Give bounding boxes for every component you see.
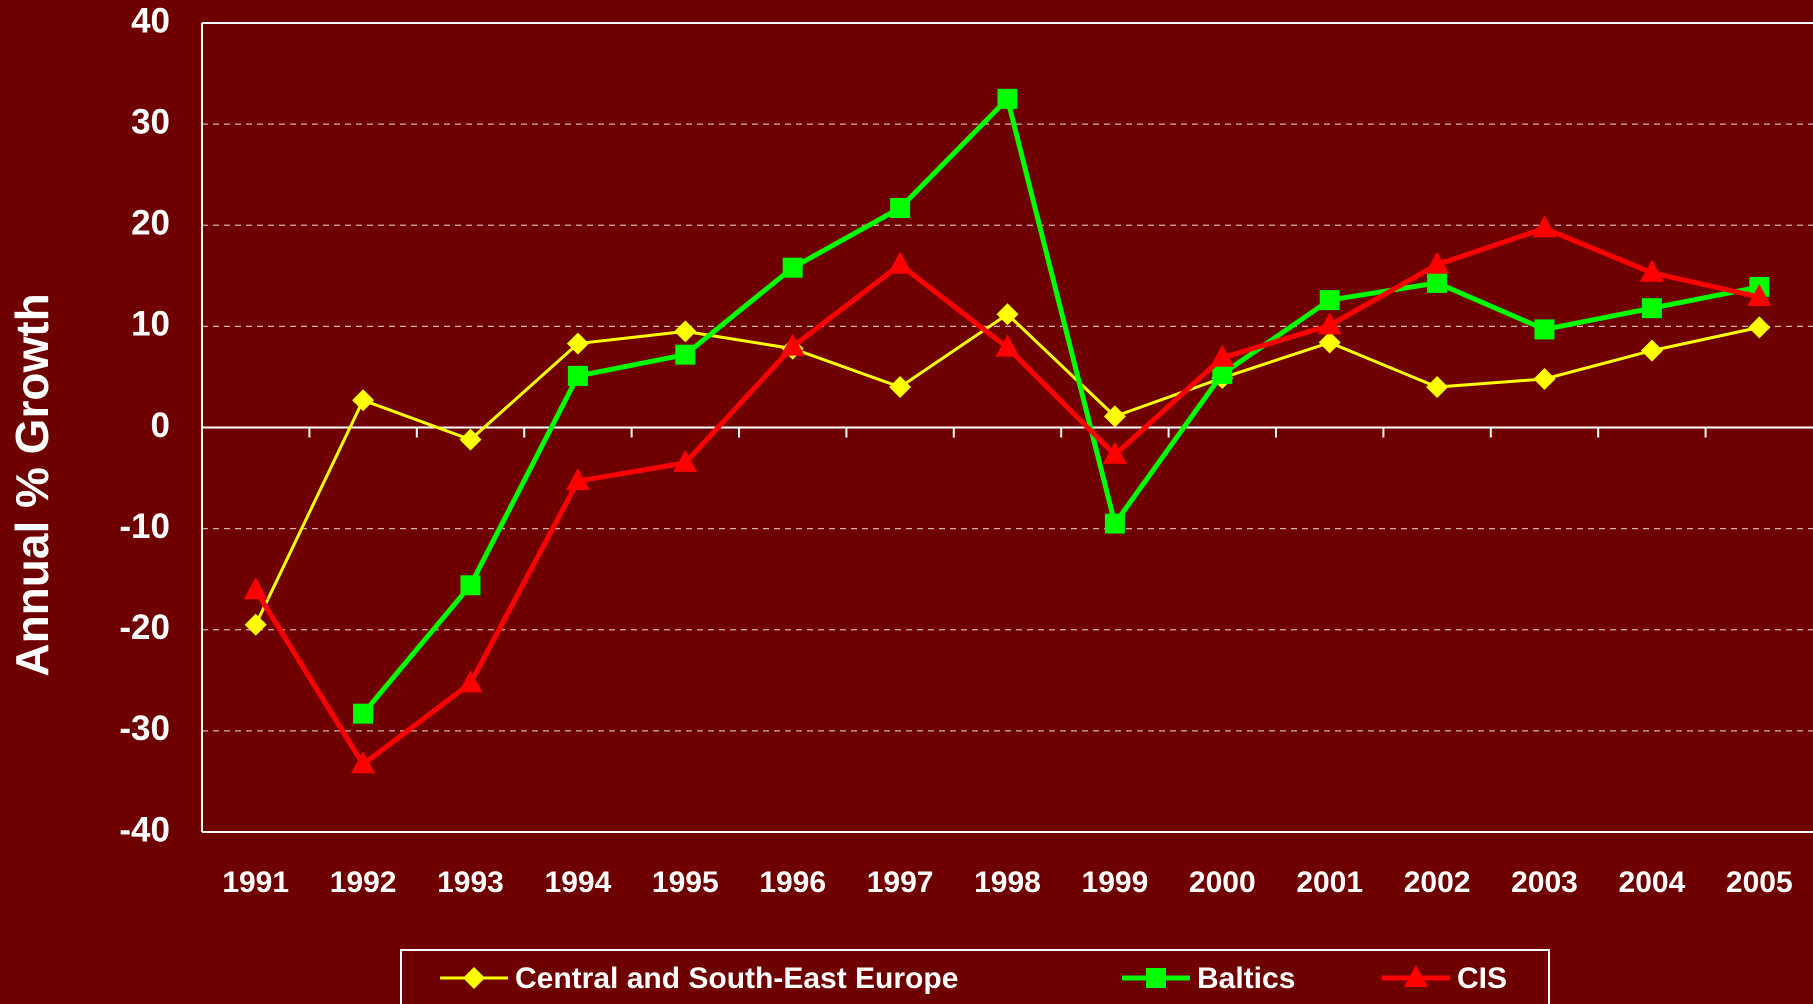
- marker: [565, 468, 590, 491]
- marker: [996, 303, 1019, 326]
- marker: [1426, 376, 1449, 399]
- y-axis-title: Annual % Growth: [6, 293, 58, 676]
- x-tick-label: 2004: [1619, 866, 1686, 899]
- x-tick-label: 2000: [1189, 866, 1256, 899]
- x-tick-label: 2005: [1726, 866, 1793, 899]
- marker: [888, 251, 913, 274]
- marker: [458, 670, 483, 693]
- x-tick-label: 1998: [974, 866, 1041, 899]
- marker: [675, 344, 696, 365]
- marker: [1104, 513, 1125, 534]
- legend-box: [400, 949, 1550, 1004]
- marker: [1146, 968, 1166, 988]
- x-tick-label: 1999: [1082, 866, 1149, 899]
- x-tick-label: 1995: [652, 866, 719, 899]
- x-tick-label: 1997: [867, 866, 934, 899]
- marker: [780, 333, 805, 356]
- marker: [1534, 319, 1555, 340]
- marker: [674, 320, 697, 343]
- marker: [566, 332, 589, 355]
- marker: [889, 376, 912, 399]
- series-line: [361, 93, 1760, 716]
- marker: [890, 198, 911, 219]
- y-tick-label: 20: [131, 204, 170, 243]
- marker: [1319, 290, 1340, 311]
- x-tick-label: 1991: [222, 866, 289, 899]
- marker: [1532, 215, 1557, 238]
- x-tick-label: 2002: [1404, 866, 1471, 899]
- y-tick-label: -40: [119, 810, 170, 849]
- marker: [244, 613, 267, 636]
- marker: [1427, 272, 1448, 293]
- marker: [1533, 367, 1556, 390]
- x-tick-label: 1994: [545, 866, 612, 899]
- marker: [1748, 316, 1771, 339]
- x-tick-label: 1992: [330, 866, 397, 899]
- marker: [463, 967, 485, 989]
- marker: [1317, 312, 1342, 335]
- y-tick-label: -10: [119, 507, 170, 546]
- marker: [1747, 284, 1772, 307]
- x-tick-label: 1996: [759, 866, 826, 899]
- marker: [459, 428, 482, 451]
- y-tick-label: 0: [151, 406, 170, 445]
- y-tick-label: 10: [131, 305, 170, 344]
- marker: [567, 365, 588, 386]
- marker: [1425, 251, 1450, 274]
- legend-label: CIS: [1457, 962, 1507, 995]
- marker: [243, 577, 268, 600]
- x-tick-label: 2003: [1511, 866, 1578, 899]
- marker: [351, 751, 376, 774]
- y-tick-label: -20: [119, 608, 170, 647]
- x-tick-label: 2001: [1296, 866, 1363, 899]
- marker: [1641, 298, 1662, 319]
- marker: [782, 257, 803, 278]
- marker: [353, 703, 374, 724]
- marker: [460, 575, 481, 596]
- marker: [1639, 259, 1664, 282]
- legend-label: Central and South-East Europe: [515, 962, 958, 995]
- marker: [1102, 441, 1127, 464]
- legend-label: Baltics: [1197, 962, 1295, 995]
- marker: [997, 88, 1018, 109]
- marker: [1640, 339, 1663, 362]
- marker: [1210, 344, 1235, 367]
- marker: [352, 389, 375, 412]
- marker: [1404, 965, 1428, 987]
- marker: [1103, 405, 1126, 428]
- marker: [1318, 331, 1341, 354]
- marker: [995, 334, 1020, 357]
- marker: [673, 449, 698, 472]
- y-tick-label: 40: [131, 1, 170, 40]
- y-tick-label: -30: [119, 709, 170, 748]
- x-tick-label: 1993: [437, 866, 504, 899]
- marker: [1212, 363, 1233, 384]
- y-tick-label: 30: [131, 102, 170, 141]
